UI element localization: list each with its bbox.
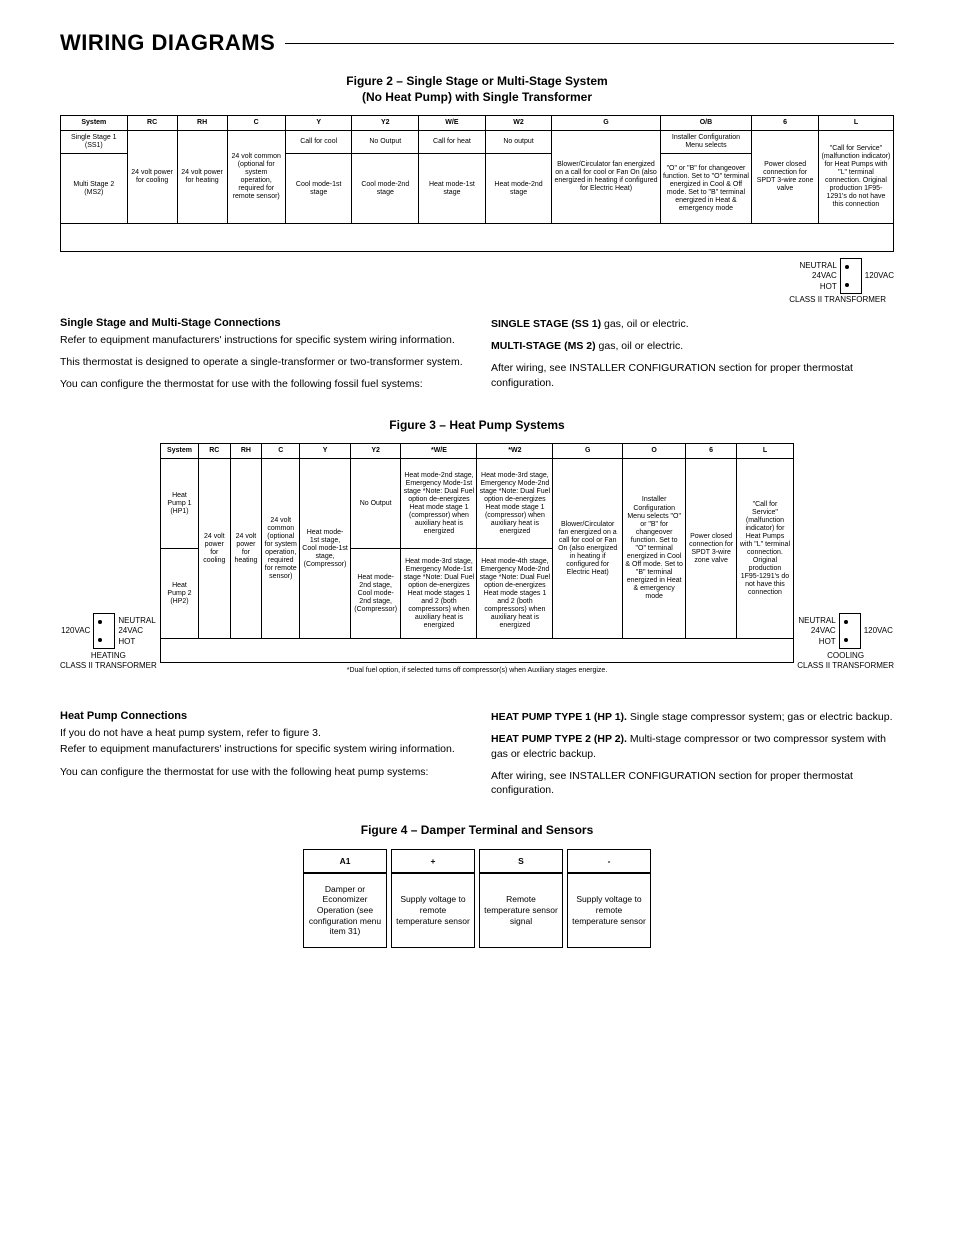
- cell-rh: 24 volt power for heating: [177, 131, 227, 224]
- th-l: L: [818, 116, 893, 131]
- sec2-hp1: HEAT PUMP TYPE 1 (HP 1). Single stage co…: [491, 710, 894, 724]
- sec2-after: After wiring, see INSTALLER CONFIGURATIO…: [491, 769, 894, 797]
- terminal-strip-row: [61, 224, 894, 252]
- fig4-h-plus: +: [391, 849, 475, 873]
- fig3-footnote: *Dual fuel option, if selected turns off…: [60, 667, 894, 674]
- transformer-icon: [93, 613, 115, 649]
- th-g: G: [552, 116, 660, 131]
- fig2-transformer: NEUTRAL 24VAC HOT 120VAC: [60, 258, 894, 294]
- terminal-strip-row: [161, 639, 794, 663]
- fig3-right-transformer: NEUTRAL 24VAC HOT 120VAC COOLING CLASS I…: [797, 613, 894, 671]
- xfmr-24vac: 24VAC: [799, 271, 836, 281]
- th-system: System: [61, 116, 128, 131]
- cell-w2-ms2: Heat mode-2nd stage: [485, 154, 552, 224]
- fig3-wrap: System RC RH C Y Y2 *W/E *W2 G O 6 L Hea…: [60, 443, 894, 663]
- transformer-icon: [839, 613, 861, 649]
- heating-label: HEATING: [91, 651, 126, 660]
- th-y2: Y2: [352, 116, 419, 131]
- sec2-p1: If you do not have a heat pump system, r…: [60, 726, 463, 740]
- cell-l: "Call for Service" (malfunction indicato…: [818, 131, 893, 224]
- fig4-h-a1: A1: [303, 849, 387, 873]
- cell-y-ss1: Call for cool: [285, 131, 352, 154]
- sec2-p2: Refer to equipment manufacturers' instru…: [60, 742, 463, 756]
- section-2-cols: Heat Pump Connections If you do not have…: [60, 710, 894, 805]
- cell-we-ms2: Heat mode-1st stage: [419, 154, 486, 224]
- cell-w2-ss1: No output: [485, 131, 552, 154]
- fig2-table: System RC RH C Y Y2 W/E W2 G O/B 6 L Sin…: [60, 115, 894, 252]
- th-ob: O/B: [660, 116, 752, 131]
- th-c: C: [227, 116, 285, 131]
- title-rule: [285, 43, 894, 44]
- cell-c: 24 volt common (optional for system oper…: [227, 131, 285, 224]
- xfmr-120vac: 120VAC: [865, 272, 894, 281]
- cooling-label: COOLING: [827, 651, 864, 660]
- cell-we-ss1: Call for heat: [419, 131, 486, 154]
- cell-sys-ms2: Multi Stage 2 (MS2): [61, 154, 128, 224]
- sec1-head: Single Stage and Multi-Stage Connections: [60, 317, 463, 329]
- cell-g: Blower/Circulator fan energized on a cal…: [552, 131, 660, 224]
- table-row: Single Stage 1 (SS1) 24 volt power for c…: [61, 131, 894, 154]
- sec2-hp2: HEAT PUMP TYPE 2 (HP 2). Multi-stage com…: [491, 732, 894, 760]
- fig4-c1: Supply voltage to remote temperature sen…: [391, 873, 475, 948]
- transformer-icon: [840, 258, 862, 294]
- cell-6: Power closed connection for SPDT 3-wire …: [752, 131, 819, 224]
- fig4-h-minus: -: [567, 849, 651, 873]
- fig3-title: Figure 3 – Heat Pump Systems: [60, 418, 894, 434]
- th-rc: RC: [127, 116, 177, 131]
- fig3-left-transformer: 120VAC NEUTRAL 24VAC HOT HEATING CLASS I…: [60, 613, 157, 671]
- fig2-title: Figure 2 – Single Stage or Multi-Stage S…: [60, 74, 894, 105]
- cell-rc: 24 volt power for cooling: [127, 131, 177, 224]
- sec2-head: Heat Pump Connections: [60, 710, 463, 722]
- th-6: 6: [752, 116, 819, 131]
- cell-ob-ss1: Installer Configuration Menu selects: [660, 131, 752, 154]
- class2-label: CLASS II TRANSFORMER: [60, 296, 894, 305]
- fig4-table: A1 + S - Damper or Economizer Operation …: [299, 849, 655, 948]
- cell-y2-ss1: No Output: [352, 131, 419, 154]
- fig3-table: System RC RH C Y Y2 *W/E *W2 G O 6 L Hea…: [160, 443, 794, 663]
- table-row: Heat Pump 1 (HP1) 24 volt power for cool…: [161, 459, 794, 549]
- section-1-cols: Single Stage and Multi-Stage Connections…: [60, 317, 894, 400]
- cell-sys-ss1: Single Stage 1 (SS1): [61, 131, 128, 154]
- table-header-row: System RC RH C Y Y2 *W/E *W2 G O 6 L: [161, 444, 794, 459]
- fig2-table-wrap: System RC RH C Y Y2 W/E W2 G O/B 6 L Sin…: [60, 115, 894, 252]
- sec1-ms: MULTI-STAGE (MS 2) gas, oil or electric.: [491, 339, 894, 353]
- sec1-p3: You can configure the thermostat for use…: [60, 377, 463, 391]
- fig4-c0: Damper or Economizer Operation (see conf…: [303, 873, 387, 948]
- cell-ob-ms2: "O" or "B" for changeover function. Set …: [660, 154, 752, 224]
- sec1-p1: Refer to equipment manufacturers' instru…: [60, 333, 463, 347]
- page-header: WIRING DIAGRAMS: [60, 30, 894, 56]
- sec1-ss: SINGLE STAGE (SS 1) gas, oil or electric…: [491, 317, 894, 331]
- th-we: W/E: [419, 116, 486, 131]
- fig4-c2: Remote temperature sensor signal: [479, 873, 563, 948]
- table-row: Damper or Economizer Operation (see conf…: [303, 873, 651, 948]
- xfmr-hot: HOT: [799, 282, 836, 292]
- cell-hp1: Heat Pump 1 (HP1): [161, 459, 199, 549]
- xfmr-neutral: NEUTRAL: [799, 261, 836, 271]
- cell-y-ms2: Cool mode-1st stage: [285, 154, 352, 224]
- cell-y2-ms2: Cool mode-2nd stage: [352, 154, 419, 224]
- table-header-row: A1 + S -: [303, 849, 651, 873]
- sec1-p2: This thermostat is designed to operate a…: [60, 355, 463, 369]
- sec2-p3: You can configure the thermostat for use…: [60, 765, 463, 779]
- fig4-h-s: S: [479, 849, 563, 873]
- table-header-row: System RC RH C Y Y2 W/E W2 G O/B 6 L: [61, 116, 894, 131]
- sec1-after: After wiring, see INSTALLER CONFIGURATIO…: [491, 361, 894, 389]
- th-rh: RH: [177, 116, 227, 131]
- fig4-c3: Supply voltage to remote temperature sen…: [567, 873, 651, 948]
- cell-hp2: Heat Pump 2 (HP2): [161, 549, 199, 639]
- th-w2: W2: [485, 116, 552, 131]
- fig4-title: Figure 4 – Damper Terminal and Sensors: [60, 823, 894, 839]
- th-y: Y: [285, 116, 352, 131]
- page-title: WIRING DIAGRAMS: [60, 30, 285, 56]
